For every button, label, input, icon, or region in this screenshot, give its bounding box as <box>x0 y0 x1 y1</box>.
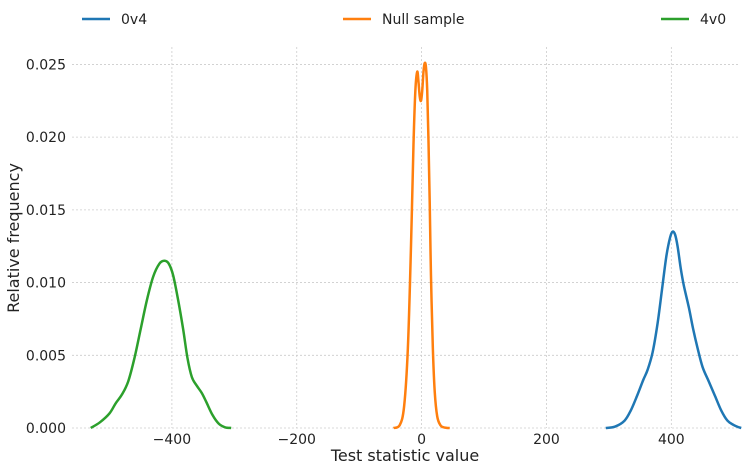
y-tick-label: 0.010 <box>26 276 66 292</box>
series-line-0v4 <box>606 232 741 428</box>
y-tick-label: 0.005 <box>26 348 66 364</box>
y-tick-label: 0.015 <box>26 203 66 219</box>
y-tick-label: 0.000 <box>26 421 66 437</box>
y-axis-label: Relative frequency <box>4 163 23 313</box>
legend: 0v4 Null sample 4v0 <box>82 12 726 28</box>
x-tick-label: −400 <box>153 432 191 448</box>
y-tick-label: 0.020 <box>26 130 66 146</box>
legend-label-4v0: 4v0 <box>700 12 726 28</box>
legend-label-0v4: 0v4 <box>121 12 147 28</box>
x-axis-label: Test statistic value <box>330 446 479 465</box>
x-tick-label: 200 <box>533 432 560 448</box>
series-line-4v0 <box>91 261 231 428</box>
legend-label-null-sample: Null sample <box>382 12 464 28</box>
x-tick-label: 400 <box>658 432 685 448</box>
x-tick-label: −200 <box>278 432 316 448</box>
y-tick-label: 0.025 <box>26 57 66 73</box>
series-line-null-sample <box>394 63 450 428</box>
series-layer <box>91 63 742 428</box>
